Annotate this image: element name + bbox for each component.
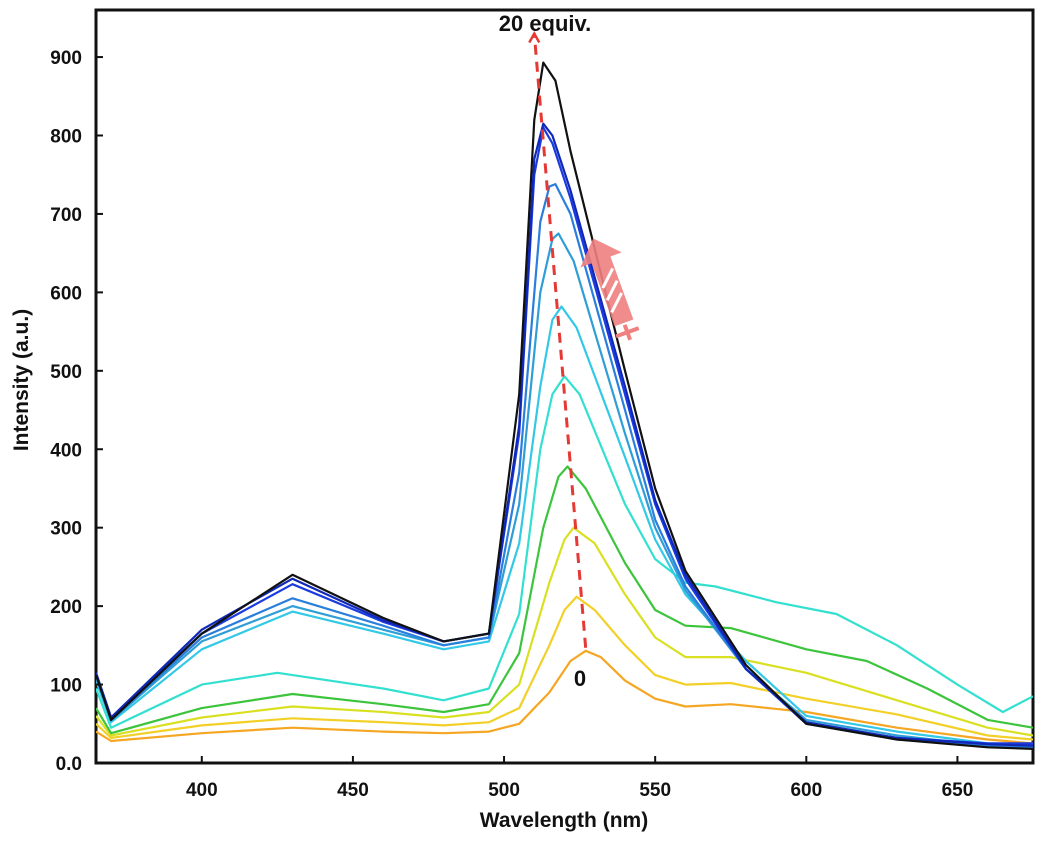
series-layer — [96, 61, 1033, 750]
series-line-10 — [96, 61, 1033, 750]
series-line-1 — [96, 595, 1033, 741]
series-line-3 — [96, 465, 1033, 735]
x-tick-label: 500 — [488, 780, 520, 801]
x-axis-title: Wavelength (nm) — [480, 809, 648, 832]
y-tick-label: 700 — [50, 205, 82, 226]
trend-arrow-line — [532, 33, 588, 648]
series-line-5 — [96, 305, 1033, 747]
y-tick-label: 200 — [50, 597, 82, 618]
y-tick-label: 600 — [50, 283, 82, 304]
x-tick-label: 400 — [186, 780, 218, 801]
x-tick-label: 550 — [639, 780, 671, 801]
y-tick-label: 0.0 — [56, 754, 82, 775]
annotation-bottom-label: 0 — [574, 666, 586, 691]
trend-arrow-head — [528, 30, 541, 44]
x-tick-label: 650 — [942, 780, 974, 801]
x-axis-ticks: 400 450 500 550 600 650 — [186, 756, 973, 801]
y-tick-label: 900 — [50, 48, 82, 69]
series-line-2 — [96, 526, 1033, 737]
trend-layer — [528, 30, 588, 648]
y-tick-label: 300 — [50, 519, 82, 540]
y-tick-label: 500 — [50, 362, 82, 383]
y-axis-ticks: 0.0 100 200 300 400 500 600 700 800 900 — [50, 48, 103, 775]
y-axis-title: Intensity (a.u.) — [10, 309, 33, 451]
y-tick-label: 400 — [50, 440, 82, 461]
x-tick-label: 450 — [337, 780, 369, 801]
y-tick-label: 800 — [50, 127, 82, 148]
y-tick-label: 100 — [50, 676, 82, 697]
series-line-6 — [96, 232, 1033, 749]
increase-arrow-icon — [580, 238, 640, 341]
series-line-4 — [96, 375, 1033, 729]
x-tick-label: 600 — [790, 780, 822, 801]
annotation-top-label: 20 equiv. — [499, 11, 592, 36]
